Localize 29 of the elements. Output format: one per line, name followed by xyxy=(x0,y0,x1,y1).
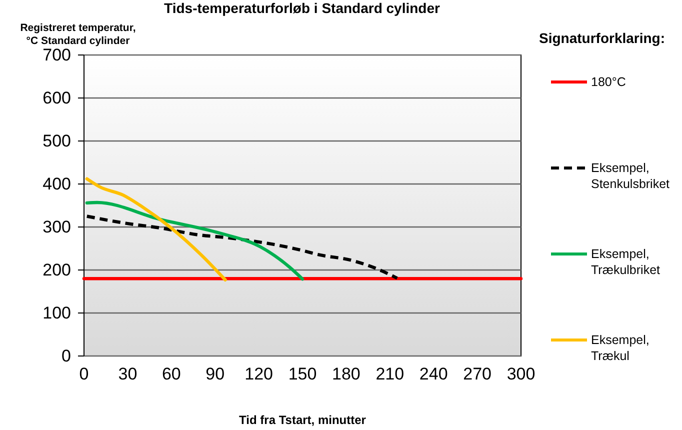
x-axis-title: Tid fra Tstart, minutter xyxy=(239,413,366,427)
legend-label: Eksempel, Stenkulsbriket xyxy=(591,161,670,191)
x-tick-label: 210 xyxy=(376,364,404,384)
x-tick-label: 0 xyxy=(79,364,89,384)
y-tick-label: 200 xyxy=(42,260,71,280)
line-series xyxy=(85,177,227,282)
y-tick-label: 400 xyxy=(42,174,71,194)
chart-title: Tids-temperaturforløb i Standard cylinder xyxy=(164,0,440,16)
y-tick-label: 300 xyxy=(42,217,71,236)
legend-label: 180°C xyxy=(591,75,626,89)
x-tick-label: 60 xyxy=(162,364,181,384)
x-tick-label: 90 xyxy=(206,364,225,384)
y-tick-label: 0 xyxy=(62,346,71,366)
legend-label: Eksempel, Trækulbriket xyxy=(591,247,661,277)
y-tick-label: 600 xyxy=(42,88,71,108)
line-series xyxy=(85,200,304,281)
legend-label: Eksempel, Trækul xyxy=(591,333,650,363)
x-tick-label: 240 xyxy=(419,364,448,384)
y-tick-label: 500 xyxy=(42,131,71,150)
y-axis-title: Registreret temperatur, °C Standard cylinder xyxy=(20,22,136,47)
x-tick-label: 270 xyxy=(463,364,492,384)
x-tick-label: 180 xyxy=(332,364,360,384)
x-tick-label: 30 xyxy=(118,364,138,384)
x-tick-label: 120 xyxy=(244,364,273,384)
legend-title: Signaturforklaring: xyxy=(539,30,666,46)
x-tick-label: 300 xyxy=(506,364,536,384)
y-tick-label: 700 xyxy=(42,45,71,64)
y-tick-label: 100 xyxy=(42,303,71,322)
x-tick-label: 150 xyxy=(288,364,317,384)
